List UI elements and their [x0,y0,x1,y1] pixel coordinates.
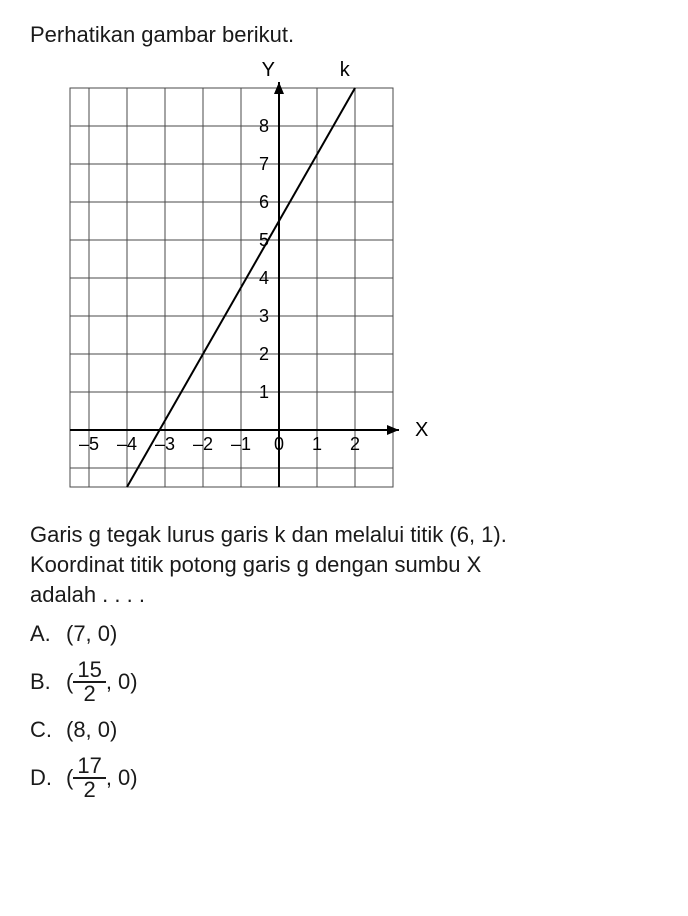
svg-text:4: 4 [259,268,269,288]
option-d-numerator: 17 [73,755,105,779]
question-line-1: Garis g tegak lurus garis k dan melalui … [30,520,658,550]
page-root: Perhatikan gambar berikut. –5 –4 –3 –2 –1 0 1 2… [0,0,688,916]
svg-text:5: 5 [259,230,269,250]
option-b-label: B. [30,667,66,697]
svg-text:–5: –5 [79,434,99,454]
option-b-prefix: ( [66,667,73,697]
question-block: Garis g tegak lurus garis k dan melalui … [30,520,658,609]
question-line-2: Koordinat titik potong garis g dengan su… [30,550,658,580]
chart-container: –5 –4 –3 –2 –1 0 1 2 1 2 3 4 5 6 7 8 X Yk [66,58,658,501]
option-d-denominator: 2 [79,779,99,801]
svg-text:–4: –4 [117,434,137,454]
svg-text:8: 8 [259,116,269,136]
option-c-label: C. [30,715,66,745]
svg-text:–1: –1 [231,434,251,454]
svg-text:Y: Y [262,59,275,81]
option-d-prefix: ( [66,763,73,793]
svg-text:X: X [415,419,428,441]
svg-text:6: 6 [259,192,269,212]
options-list: A. (7, 0) B. ( 15 2 , 0) C. (8, 0) D. ( … [30,619,658,800]
option-d-fraction: 17 2 [73,755,105,801]
question-line-3: adalah . . . . [30,580,658,610]
option-d: D. ( 17 2 , 0) [30,755,658,801]
option-b-denominator: 2 [79,683,99,705]
instruction-text: Perhatikan gambar berikut. [30,20,658,50]
option-c: C. (8, 0) [30,715,658,745]
option-b-suffix: , 0) [106,667,138,697]
option-b-fraction: 15 2 [73,659,105,705]
option-b: B. ( 15 2 , 0) [30,659,658,705]
option-c-text: (8, 0) [66,715,117,745]
option-d-suffix: , 0) [106,763,138,793]
svg-text:2: 2 [350,434,360,454]
option-a: A. (7, 0) [30,619,658,649]
option-a-label: A. [30,619,66,649]
option-d-label: D. [30,763,66,793]
svg-text:2: 2 [259,344,269,364]
svg-text:1: 1 [312,434,322,454]
svg-text:–2: –2 [193,434,213,454]
coordinate-chart: –5 –4 –3 –2 –1 0 1 2 1 2 3 4 5 6 7 8 X Yk [66,58,433,493]
svg-text:1: 1 [259,382,269,402]
option-b-numerator: 15 [73,659,105,683]
option-a-text: (7, 0) [66,619,117,649]
svg-text:7: 7 [259,154,269,174]
svg-text:k: k [340,59,351,81]
svg-text:–3: –3 [155,434,175,454]
svg-text:0: 0 [274,434,284,454]
svg-text:3: 3 [259,306,269,326]
